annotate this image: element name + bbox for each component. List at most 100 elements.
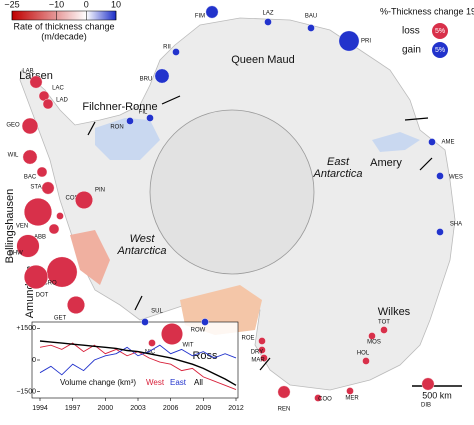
legend-circle bbox=[432, 23, 448, 39]
shelf-circle bbox=[428, 138, 436, 146]
region-label: Amery bbox=[370, 157, 402, 169]
shelf-label: PRI bbox=[361, 39, 371, 45]
shelf-circle bbox=[22, 149, 38, 165]
shelf-label: LAB bbox=[22, 69, 33, 75]
shelf-circle bbox=[48, 223, 60, 235]
shelf-label: STA bbox=[30, 185, 41, 191]
legend-title: %-Thickness change 1994-2012 bbox=[380, 6, 474, 16]
shelf-label: VEN bbox=[16, 224, 28, 230]
shelf-circle bbox=[36, 166, 48, 178]
shelf-label: ABB bbox=[34, 235, 46, 241]
shelf-label: RON bbox=[110, 125, 123, 131]
y-tick-label: 0 bbox=[32, 357, 36, 364]
x-tick-label: 2006 bbox=[163, 405, 179, 412]
region-label: West bbox=[130, 233, 156, 245]
shelf-circle bbox=[161, 323, 183, 345]
shelf-label: BAC bbox=[24, 175, 37, 181]
region-label: Antarctica bbox=[117, 245, 167, 257]
legend-entry: All bbox=[194, 378, 203, 387]
shelf-label: DRY bbox=[251, 350, 264, 356]
colorbar-title: (m/decade) bbox=[41, 31, 87, 41]
shelf-circle bbox=[260, 354, 268, 362]
x-tick-label: 2012 bbox=[228, 405, 244, 412]
colorbar-tick-label: 10 bbox=[111, 0, 121, 9]
shelf-label: WES bbox=[449, 175, 463, 181]
shelf-label: GET bbox=[54, 316, 67, 322]
shelf-circle bbox=[21, 117, 39, 135]
shelf-circle bbox=[436, 172, 444, 180]
x-tick-label: 2003 bbox=[130, 405, 146, 412]
shelf-circle bbox=[346, 387, 354, 395]
series-line bbox=[39, 340, 237, 386]
legend-loss: loss bbox=[402, 26, 420, 37]
inset-bg bbox=[31, 321, 239, 399]
y-tick-label: −1500 bbox=[16, 389, 36, 396]
x-tick-label: 1997 bbox=[65, 405, 81, 412]
colorbar-tick-label: −25 bbox=[4, 0, 19, 9]
shelf-circle bbox=[141, 318, 149, 326]
shelf-label: MAR bbox=[251, 358, 265, 364]
shelf-label: AME bbox=[441, 140, 454, 146]
shelf-label: PIN bbox=[95, 188, 105, 194]
shelf-circle bbox=[264, 18, 272, 26]
shelf-circle bbox=[41, 181, 55, 195]
x-tick-label: 2009 bbox=[196, 405, 212, 412]
shelf-circle bbox=[258, 337, 266, 345]
colorbar bbox=[11, 10, 117, 21]
shelf-label: WIT bbox=[183, 343, 194, 349]
shelf-label: MER bbox=[345, 396, 359, 402]
shelf-label: RII bbox=[163, 45, 171, 51]
shelf-label: FIL bbox=[139, 110, 148, 116]
region-label: Filchner-Ronne bbox=[82, 101, 157, 113]
shelf-label: DIB bbox=[421, 403, 431, 409]
shelf-circle bbox=[146, 114, 154, 122]
shelf-circle bbox=[314, 394, 322, 402]
shelf-circle bbox=[126, 117, 134, 125]
shelf-circle bbox=[201, 318, 209, 326]
shelf-label: MOS bbox=[367, 340, 381, 346]
region-label: Queen Maud bbox=[231, 54, 295, 66]
shelf-circle bbox=[368, 332, 376, 340]
scale-label: 500 km bbox=[422, 390, 452, 400]
shelf-label: BRU bbox=[140, 77, 153, 83]
shelf-label: FIM bbox=[195, 14, 205, 20]
shelf-label: NIC bbox=[145, 350, 156, 356]
ronne-shelf bbox=[95, 118, 160, 160]
shelf-circle bbox=[338, 30, 360, 52]
shelf-label: CRO bbox=[43, 281, 57, 287]
shelf-circle bbox=[421, 377, 435, 391]
amery-shelf bbox=[372, 132, 420, 152]
shelf-circle bbox=[75, 191, 93, 209]
shelf-label: GEO bbox=[6, 123, 20, 129]
region-label: Wilkes bbox=[378, 306, 411, 318]
shelf-label: ROW bbox=[191, 328, 206, 334]
shelf-label: THW bbox=[9, 251, 23, 257]
shelf-label: HOL bbox=[357, 351, 370, 357]
shelf-label: LAZ bbox=[262, 11, 273, 17]
shelf-circle bbox=[258, 346, 266, 354]
legend-circle-label: 5% bbox=[435, 47, 445, 54]
colorbar-tick-label: 0 bbox=[84, 0, 89, 9]
shelf-label: DOT bbox=[36, 293, 49, 299]
shelf-circle bbox=[23, 264, 49, 290]
amundsen-coast bbox=[70, 230, 110, 285]
legend-gain: gain bbox=[402, 45, 421, 56]
shelf-label: LAC bbox=[52, 86, 64, 92]
shelf-circle bbox=[23, 197, 53, 227]
shelf-circle bbox=[42, 98, 54, 110]
x-tick-label: 2000 bbox=[98, 405, 114, 412]
shelf-label: BAU bbox=[305, 14, 317, 20]
y-tick-label: +1500 bbox=[16, 325, 36, 332]
shelf-label: LAD bbox=[56, 98, 68, 104]
region-label: Ross bbox=[192, 350, 218, 362]
shelf-label: SHA bbox=[450, 222, 462, 228]
shelf-circle bbox=[154, 68, 170, 84]
colorbar-tick-label: −10 bbox=[49, 0, 64, 9]
shelf-label: TOT bbox=[378, 320, 390, 326]
chart-title: Volume change (km³) bbox=[60, 378, 136, 387]
shelf-circle bbox=[56, 212, 64, 220]
shelf-label: SUL bbox=[151, 309, 163, 315]
x-tick-label: 1994 bbox=[32, 405, 48, 412]
shelf-label: REN bbox=[278, 407, 291, 413]
